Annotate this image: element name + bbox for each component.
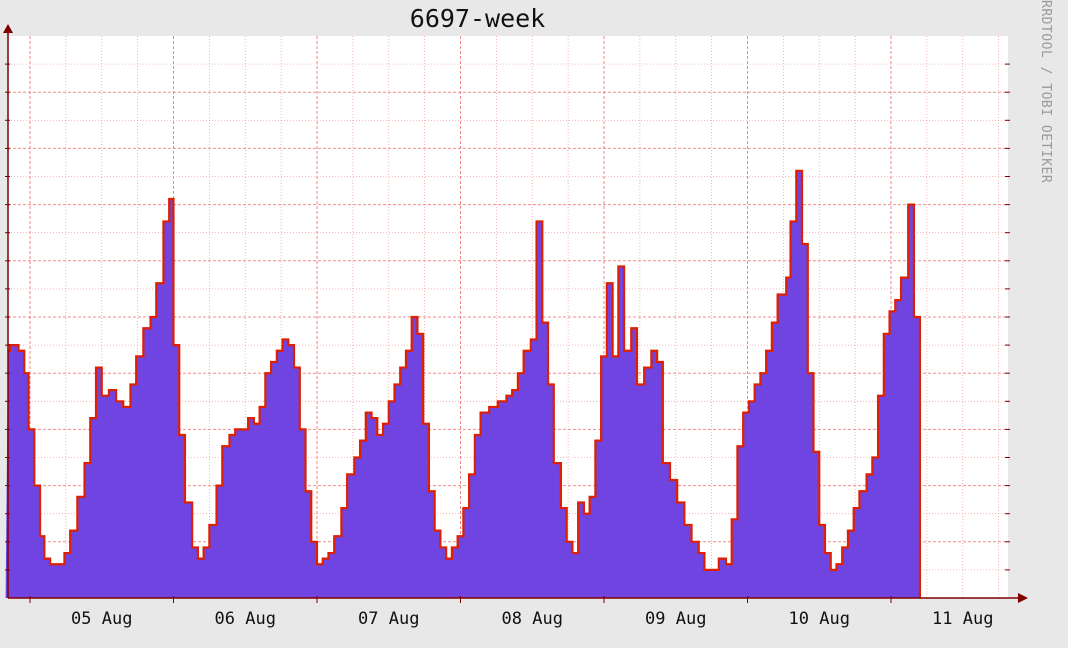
y-axis-arrow-icon [3, 24, 13, 33]
x-axis-arrow-icon [1018, 593, 1028, 603]
x-tick-label: 05 Aug [71, 609, 132, 629]
series-line [8, 169, 922, 598]
x-tick-label: 10 Aug [789, 609, 850, 629]
series-area [5, 170, 920, 598]
x-tick-label: 08 Aug [502, 609, 563, 629]
x-tick-label: 11 Aug [932, 609, 993, 629]
watermark-text: RRDTOOL / TOBI OETIKER [1038, 0, 1053, 184]
x-tick-label: 07 Aug [358, 609, 419, 629]
x-tick-label: 09 Aug [645, 609, 706, 629]
chart-title: 6697-week [409, 4, 546, 33]
x-tick-label: 06 Aug [215, 609, 276, 629]
